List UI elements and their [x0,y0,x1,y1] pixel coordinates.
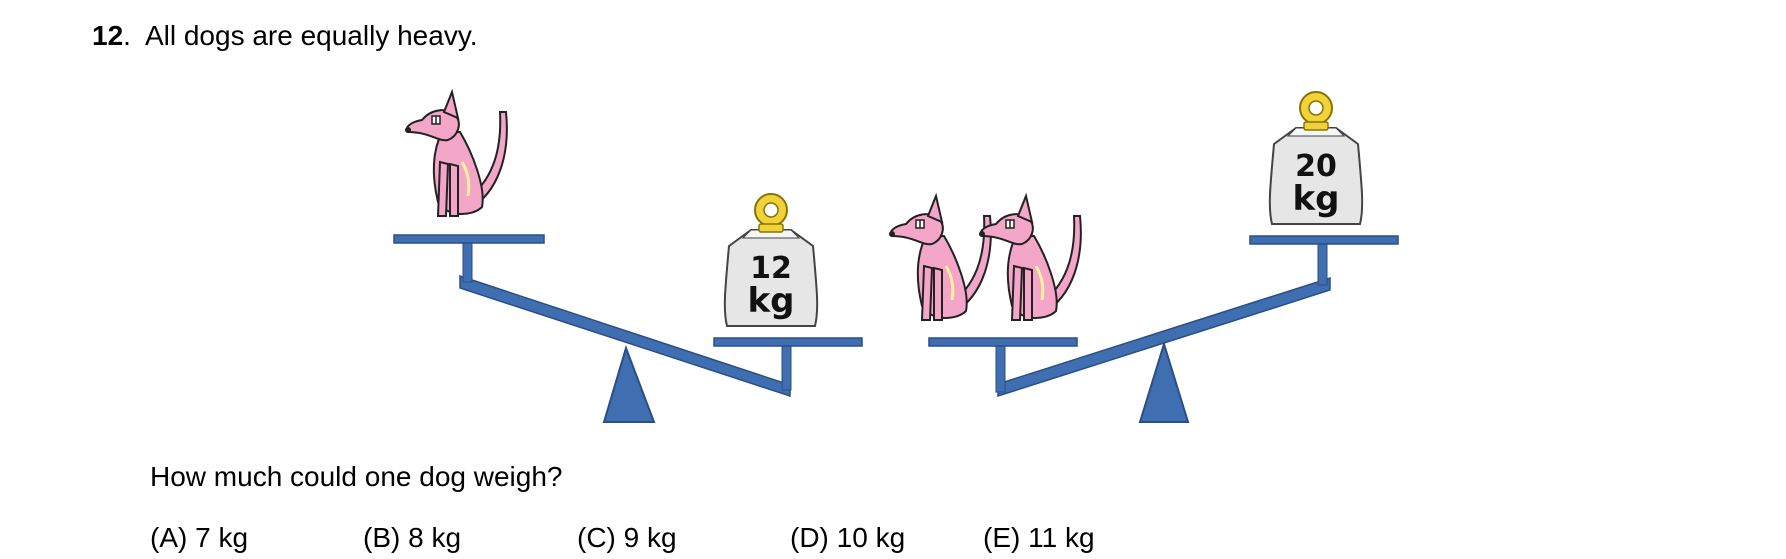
left-pan-right-post [781,345,792,391]
right-balance-scale [928,235,1399,423]
left-beam [459,274,791,398]
left-pan-left [393,234,545,244]
right-fulcrum [1138,340,1190,423]
weight-12-number: 12 [750,251,792,286]
answer-option-c[interactable]: (C) 9 kg [577,522,677,553]
weight-20-number: 20 [1295,149,1337,184]
right-pan-left-post [995,345,1006,393]
weight-20kg: 20 kg [1268,91,1364,225]
question-number: 12 [92,20,124,51]
weight-12-unit: kg [748,281,795,321]
left-fulcrum [602,344,656,423]
right-pan-right-post [1317,242,1328,286]
answer-option-b[interactable]: (B) 8 kg [363,522,462,553]
weight-20-unit: kg [1293,179,1340,219]
question-prompt: How much could one dog weigh? [150,461,563,492]
answer-option-a[interactable]: (A) 7 kg [150,522,249,553]
right-pan-left [928,337,1078,347]
dog-illustration [403,90,509,218]
balance-figure: 12 kg 20 kg [393,90,1399,423]
answer-option-d[interactable]: (D) 10 kg [790,522,906,553]
dog-illustration [887,194,993,322]
right-pan-right [1249,235,1399,245]
left-pan-right [713,337,863,347]
question-statement: All dogs are equally heavy. [144,20,478,51]
left-pan-left-post [462,241,473,283]
weight-12kg: 12 kg [723,193,819,327]
answer-option-e[interactable]: (E) 11 kg [983,522,1095,553]
question-header: 12. All dogs are equally heavy. [92,20,478,51]
dog-illustration [977,194,1083,322]
left-balance-scale [393,234,863,423]
